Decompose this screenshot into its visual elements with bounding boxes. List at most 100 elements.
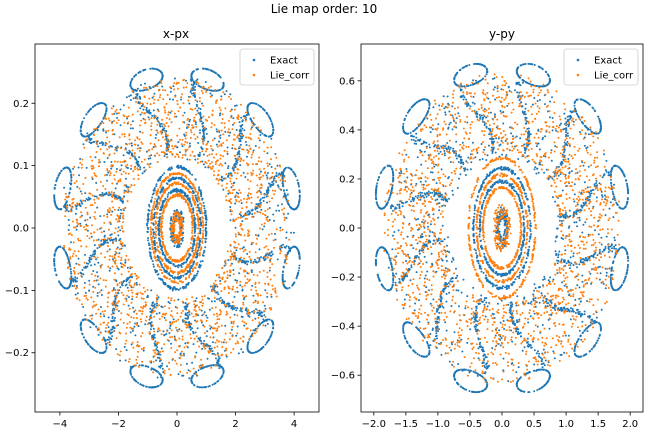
scatter-point — [175, 339, 178, 342]
scatter-point — [142, 349, 145, 352]
scatter-point — [193, 218, 196, 221]
scatter-point — [158, 96, 161, 99]
scatter-point — [193, 120, 196, 123]
scatter-point — [216, 73, 219, 76]
scatter-point — [149, 103, 152, 106]
scatter-point — [152, 263, 155, 266]
scatter-point — [229, 258, 232, 261]
scatter-point — [164, 305, 166, 308]
scatter-point — [265, 245, 268, 248]
scatter-point — [222, 367, 224, 370]
scatter-point — [182, 309, 184, 312]
scatter-point — [156, 330, 159, 333]
scatter-point — [138, 138, 141, 141]
scatter-point — [145, 150, 148, 153]
scatter-point — [134, 74, 137, 77]
scatter-point — [77, 166, 80, 169]
subplot-title-y-py: y-py — [489, 27, 515, 41]
scatter-point — [169, 324, 172, 327]
scatter-point — [130, 266, 133, 269]
scatter-point — [236, 307, 239, 310]
scatter-point — [113, 194, 116, 197]
scatter-point — [112, 330, 115, 333]
scatter-point — [235, 159, 238, 162]
scatter-point — [169, 179, 172, 182]
scatter-point — [157, 296, 160, 299]
scatter-point — [114, 262, 117, 265]
scatter-point — [90, 317, 93, 320]
scatter-point — [260, 129, 263, 132]
scatter-point — [155, 185, 158, 188]
scatter-point — [124, 206, 127, 209]
scatter-point — [151, 336, 154, 339]
scatter-point — [93, 231, 96, 234]
scatter-point — [125, 326, 128, 329]
scatter-point — [155, 342, 158, 345]
scatter-point — [241, 247, 244, 250]
scatter-point — [93, 195, 96, 198]
scatter-point — [67, 219, 70, 221]
scatter-point — [273, 246, 275, 249]
scatter-point — [160, 82, 163, 85]
scatter-point — [187, 341, 190, 344]
scatter-point — [266, 208, 269, 211]
scatter-point — [224, 332, 227, 335]
scatter-point — [251, 332, 254, 335]
scatter-point — [96, 256, 99, 259]
scatter-point — [142, 69, 145, 72]
scatter-point — [194, 194, 197, 197]
scatter-point — [149, 307, 152, 310]
scatter-point — [172, 147, 175, 150]
scatter-point — [252, 273, 255, 276]
scatter-point — [277, 176, 280, 179]
scatter-point — [219, 296, 222, 299]
scatter-point — [227, 167, 229, 170]
scatter-point — [64, 206, 67, 209]
scatter-point — [118, 252, 121, 255]
scatter-point — [63, 186, 66, 189]
scatter-point — [156, 161, 159, 163]
scatter-point — [97, 308, 100, 311]
scatter-point — [69, 188, 72, 191]
scatter-point — [144, 319, 147, 322]
scatter-point — [216, 315, 219, 318]
scatter-point — [116, 146, 119, 149]
scatter-point — [244, 176, 247, 178]
scatter-point — [72, 269, 75, 272]
scatter-point — [105, 345, 108, 348]
scatter-point — [107, 336, 110, 339]
scatter-point — [178, 337, 181, 340]
scatter-point — [237, 134, 240, 137]
scatter-point — [271, 181, 274, 184]
scatter-point — [256, 196, 259, 199]
scatter-point — [147, 89, 149, 92]
scatter-point — [140, 119, 143, 122]
scatter-point — [200, 193, 203, 196]
scatter-point — [234, 194, 237, 197]
scatter-point — [112, 309, 115, 312]
scatter-point — [89, 216, 92, 219]
scatter-point — [236, 286, 239, 289]
scatter-point — [114, 237, 117, 240]
scatter-point — [87, 342, 89, 345]
scatter-point — [262, 318, 265, 321]
scatter-point — [104, 241, 107, 244]
scatter-point — [173, 82, 176, 85]
scatter-point — [258, 349, 261, 352]
scatter-point — [70, 275, 73, 278]
scatter-point — [253, 258, 256, 261]
scatter-point — [196, 385, 199, 388]
scatter-point — [108, 228, 110, 231]
scatter-point — [140, 320, 143, 323]
scatter-point — [287, 212, 290, 215]
scatter-point — [264, 343, 267, 346]
scatter-point — [227, 189, 230, 192]
scatter-point — [277, 173, 280, 176]
scatter-point — [226, 274, 229, 277]
scatter-point — [170, 139, 173, 142]
scatter-point — [270, 120, 273, 123]
scatter-point — [161, 315, 164, 318]
scatter-point — [116, 304, 119, 307]
scatter-point — [192, 343, 195, 346]
scatter-point — [176, 189, 179, 192]
